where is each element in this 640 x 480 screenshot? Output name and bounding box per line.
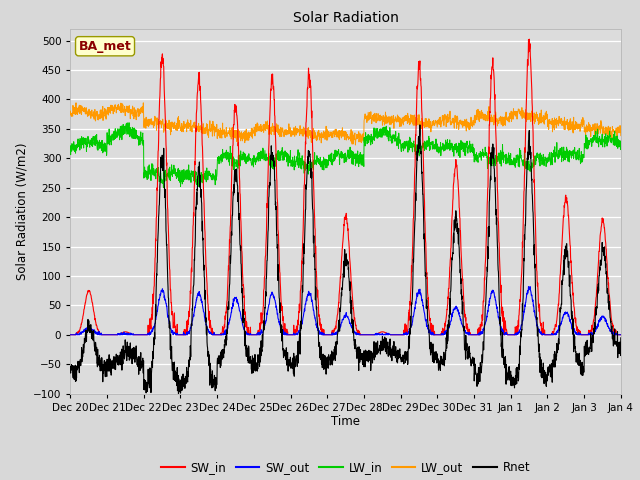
- Y-axis label: Solar Radiation (W/m2): Solar Radiation (W/m2): [16, 143, 29, 280]
- Legend: SW_in, SW_out, LW_in, LW_out, Rnet: SW_in, SW_out, LW_in, LW_out, Rnet: [156, 456, 535, 479]
- Title: Solar Radiation: Solar Radiation: [292, 11, 399, 25]
- X-axis label: Time: Time: [331, 415, 360, 429]
- Text: BA_met: BA_met: [79, 40, 131, 53]
